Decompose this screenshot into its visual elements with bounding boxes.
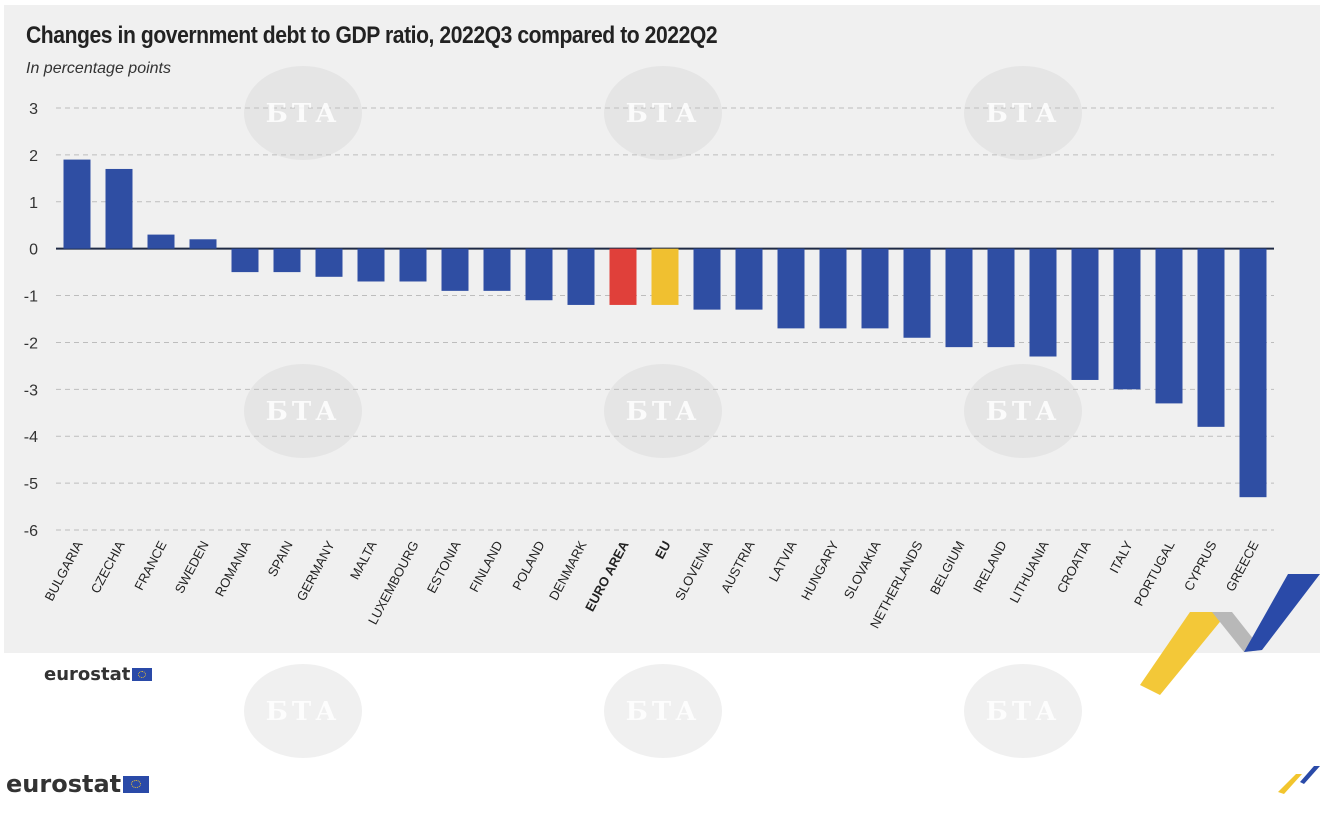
eurostat-logo-text: eurostat <box>6 770 122 798</box>
bar-latvia <box>777 248 805 329</box>
x-tick-label: CYPRUS <box>1181 538 1220 593</box>
bar-netherlands <box>903 248 931 338</box>
x-tick-label: BULGARIA <box>42 538 86 603</box>
watermark-text: БТА <box>985 697 1061 727</box>
bar-belgium <box>945 248 973 348</box>
chart-title: Changes in government debt to GDP ratio,… <box>26 22 718 49</box>
x-tick-label: ROMANIA <box>212 538 254 599</box>
chart-subtitle: In percentage points <box>26 60 171 77</box>
watermark-seal: БТА <box>244 364 362 458</box>
x-tick-label: HUNGARY <box>798 538 842 603</box>
x-tick-label: CZECHIA <box>88 538 128 596</box>
x-tick-label: GERMANY <box>294 538 338 603</box>
bar-sweden <box>189 239 217 249</box>
blue-swoosh <box>1244 574 1320 652</box>
x-tick-label: PORTUGAL <box>1131 538 1178 608</box>
bar-denmark <box>567 248 595 305</box>
watermark-seal: БТА <box>604 664 722 758</box>
x-tick-label: FINLAND <box>466 538 505 594</box>
x-tick-label: AUSTRIA <box>718 538 758 595</box>
bar-bulgaria <box>63 159 91 249</box>
x-tick-label: MALTA <box>347 538 380 582</box>
watermark-seal: БТА <box>964 66 1082 160</box>
grey-swoosh <box>1212 612 1262 652</box>
bar-poland <box>525 248 553 301</box>
y-tick-label: -2 <box>24 335 38 352</box>
bar-italy <box>1113 248 1141 390</box>
bar-estonia <box>441 248 469 291</box>
watermark-seal: БТА <box>244 664 362 758</box>
bar-lithuania <box>1029 248 1057 357</box>
watermark-seal: БТА <box>244 66 362 160</box>
chart-panel <box>4 5 1320 653</box>
watermark-text: БТА <box>265 99 341 129</box>
x-tick-label: SWEDEN <box>172 538 212 595</box>
y-tick-label: 1 <box>29 195 38 212</box>
eu-flag-icon <box>132 668 153 681</box>
watermark-seal: БТА <box>604 66 722 160</box>
bar-hungary <box>819 248 847 329</box>
x-tick-label: FRANCE <box>131 538 169 593</box>
bar-croatia <box>1071 248 1099 380</box>
watermark-seal: БТА <box>964 664 1082 758</box>
bar-luxembourg <box>399 248 427 282</box>
x-tick-label: SLOVENIA <box>672 538 716 603</box>
x-tick-label: ITALY <box>1106 538 1135 576</box>
eu-flag-icon <box>123 775 150 793</box>
bar-slovakia <box>861 248 889 329</box>
x-tick-label: LATVIA <box>766 538 800 584</box>
bar-finland <box>483 248 511 291</box>
bar-cyprus <box>1197 248 1225 427</box>
y-tick-label: 0 <box>29 242 38 259</box>
eurostat-logo-inner: eurostat <box>44 664 153 685</box>
x-tick-label: BELGIUM <box>927 538 968 597</box>
y-tick-label: -6 <box>24 523 38 540</box>
bar-czechia <box>105 168 133 249</box>
bar-malta <box>357 248 385 282</box>
x-tick-label: LITHUANIA <box>1007 538 1052 605</box>
watermark-text: БТА <box>265 697 341 727</box>
eurostat-logo-outer: eurostat <box>6 770 150 798</box>
bar-germany <box>315 248 343 277</box>
small-yellow-swoosh <box>1278 774 1302 794</box>
bar-austria <box>735 248 763 310</box>
watermark-seal: БТА <box>604 364 722 458</box>
small-blue-swoosh <box>1300 766 1320 784</box>
watermark-text: БТА <box>985 99 1061 129</box>
y-tick-label: 2 <box>29 148 38 165</box>
bar-euro-area <box>609 248 637 305</box>
x-tick-label: SLOVAKIA <box>841 538 884 601</box>
bar-greece <box>1239 248 1267 498</box>
y-tick-label: 3 <box>29 101 38 118</box>
x-tick-label: EU <box>652 538 674 561</box>
watermark-seal: БТА <box>964 364 1082 458</box>
bar-romania <box>231 248 259 273</box>
x-tick-label: DENMARK <box>546 538 590 603</box>
bar-ireland <box>987 248 1015 348</box>
x-tick-label: ESTONIA <box>424 538 464 596</box>
watermark-text: БТА <box>985 397 1061 427</box>
bar-spain <box>273 248 301 273</box>
x-tick-label: EURO AREA <box>582 538 632 614</box>
bar-slovenia <box>693 248 721 310</box>
watermark-text: БТА <box>625 99 701 129</box>
y-tick-label: -5 <box>24 476 38 493</box>
x-tick-label: GREECE <box>1223 538 1262 594</box>
yellow-swoosh <box>1140 612 1228 695</box>
x-tick-label: IRELAND <box>970 538 1010 595</box>
bar-france <box>147 234 175 249</box>
eurostat-logo-text: eurostat <box>44 664 131 685</box>
bar-portugal <box>1155 248 1183 404</box>
bar-eu <box>651 248 679 305</box>
y-tick-label: -3 <box>24 382 38 399</box>
y-tick-label: -4 <box>24 429 38 446</box>
x-tick-label: CROATIA <box>1054 538 1094 595</box>
watermark-text: БТА <box>625 397 701 427</box>
watermark-text: БТА <box>265 397 341 427</box>
watermark-text: БТА <box>625 697 701 727</box>
y-tick-label: -1 <box>24 289 38 306</box>
x-tick-label: POLAND <box>509 538 547 592</box>
x-tick-label: SPAIN <box>265 538 296 579</box>
